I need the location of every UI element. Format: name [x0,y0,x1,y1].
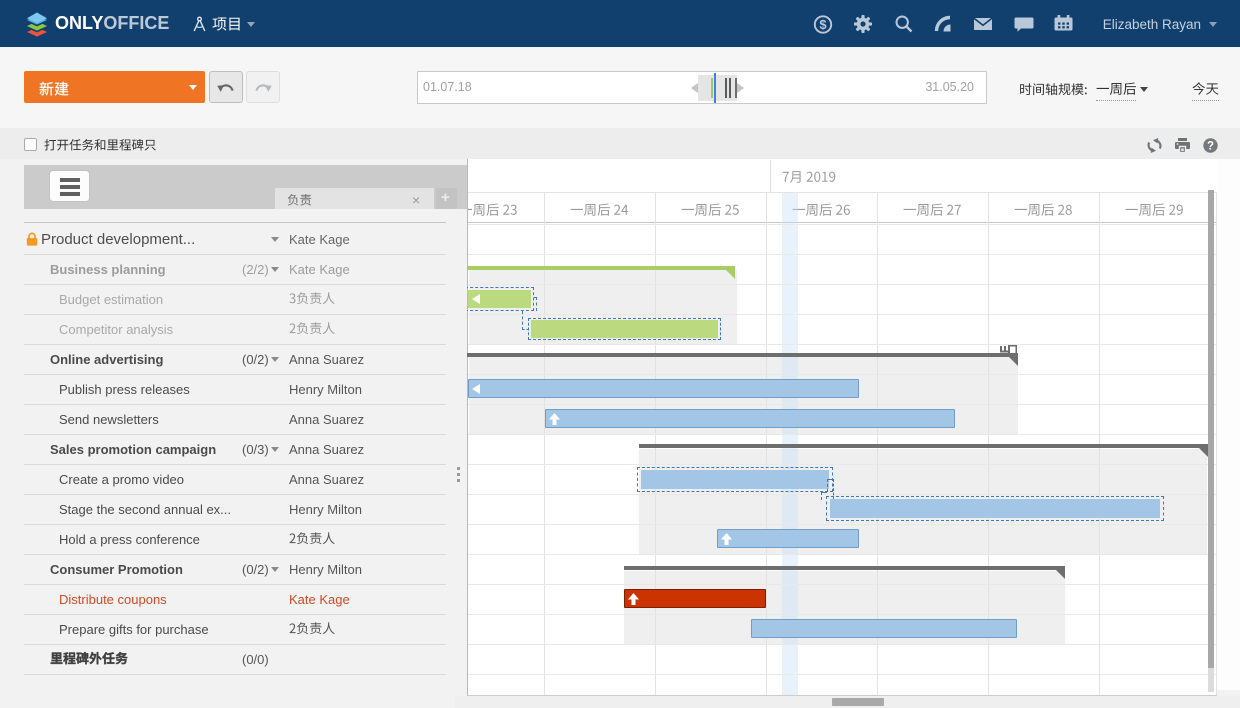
svg-text:?: ? [1207,141,1214,153]
svg-text:$: $ [819,17,827,32]
